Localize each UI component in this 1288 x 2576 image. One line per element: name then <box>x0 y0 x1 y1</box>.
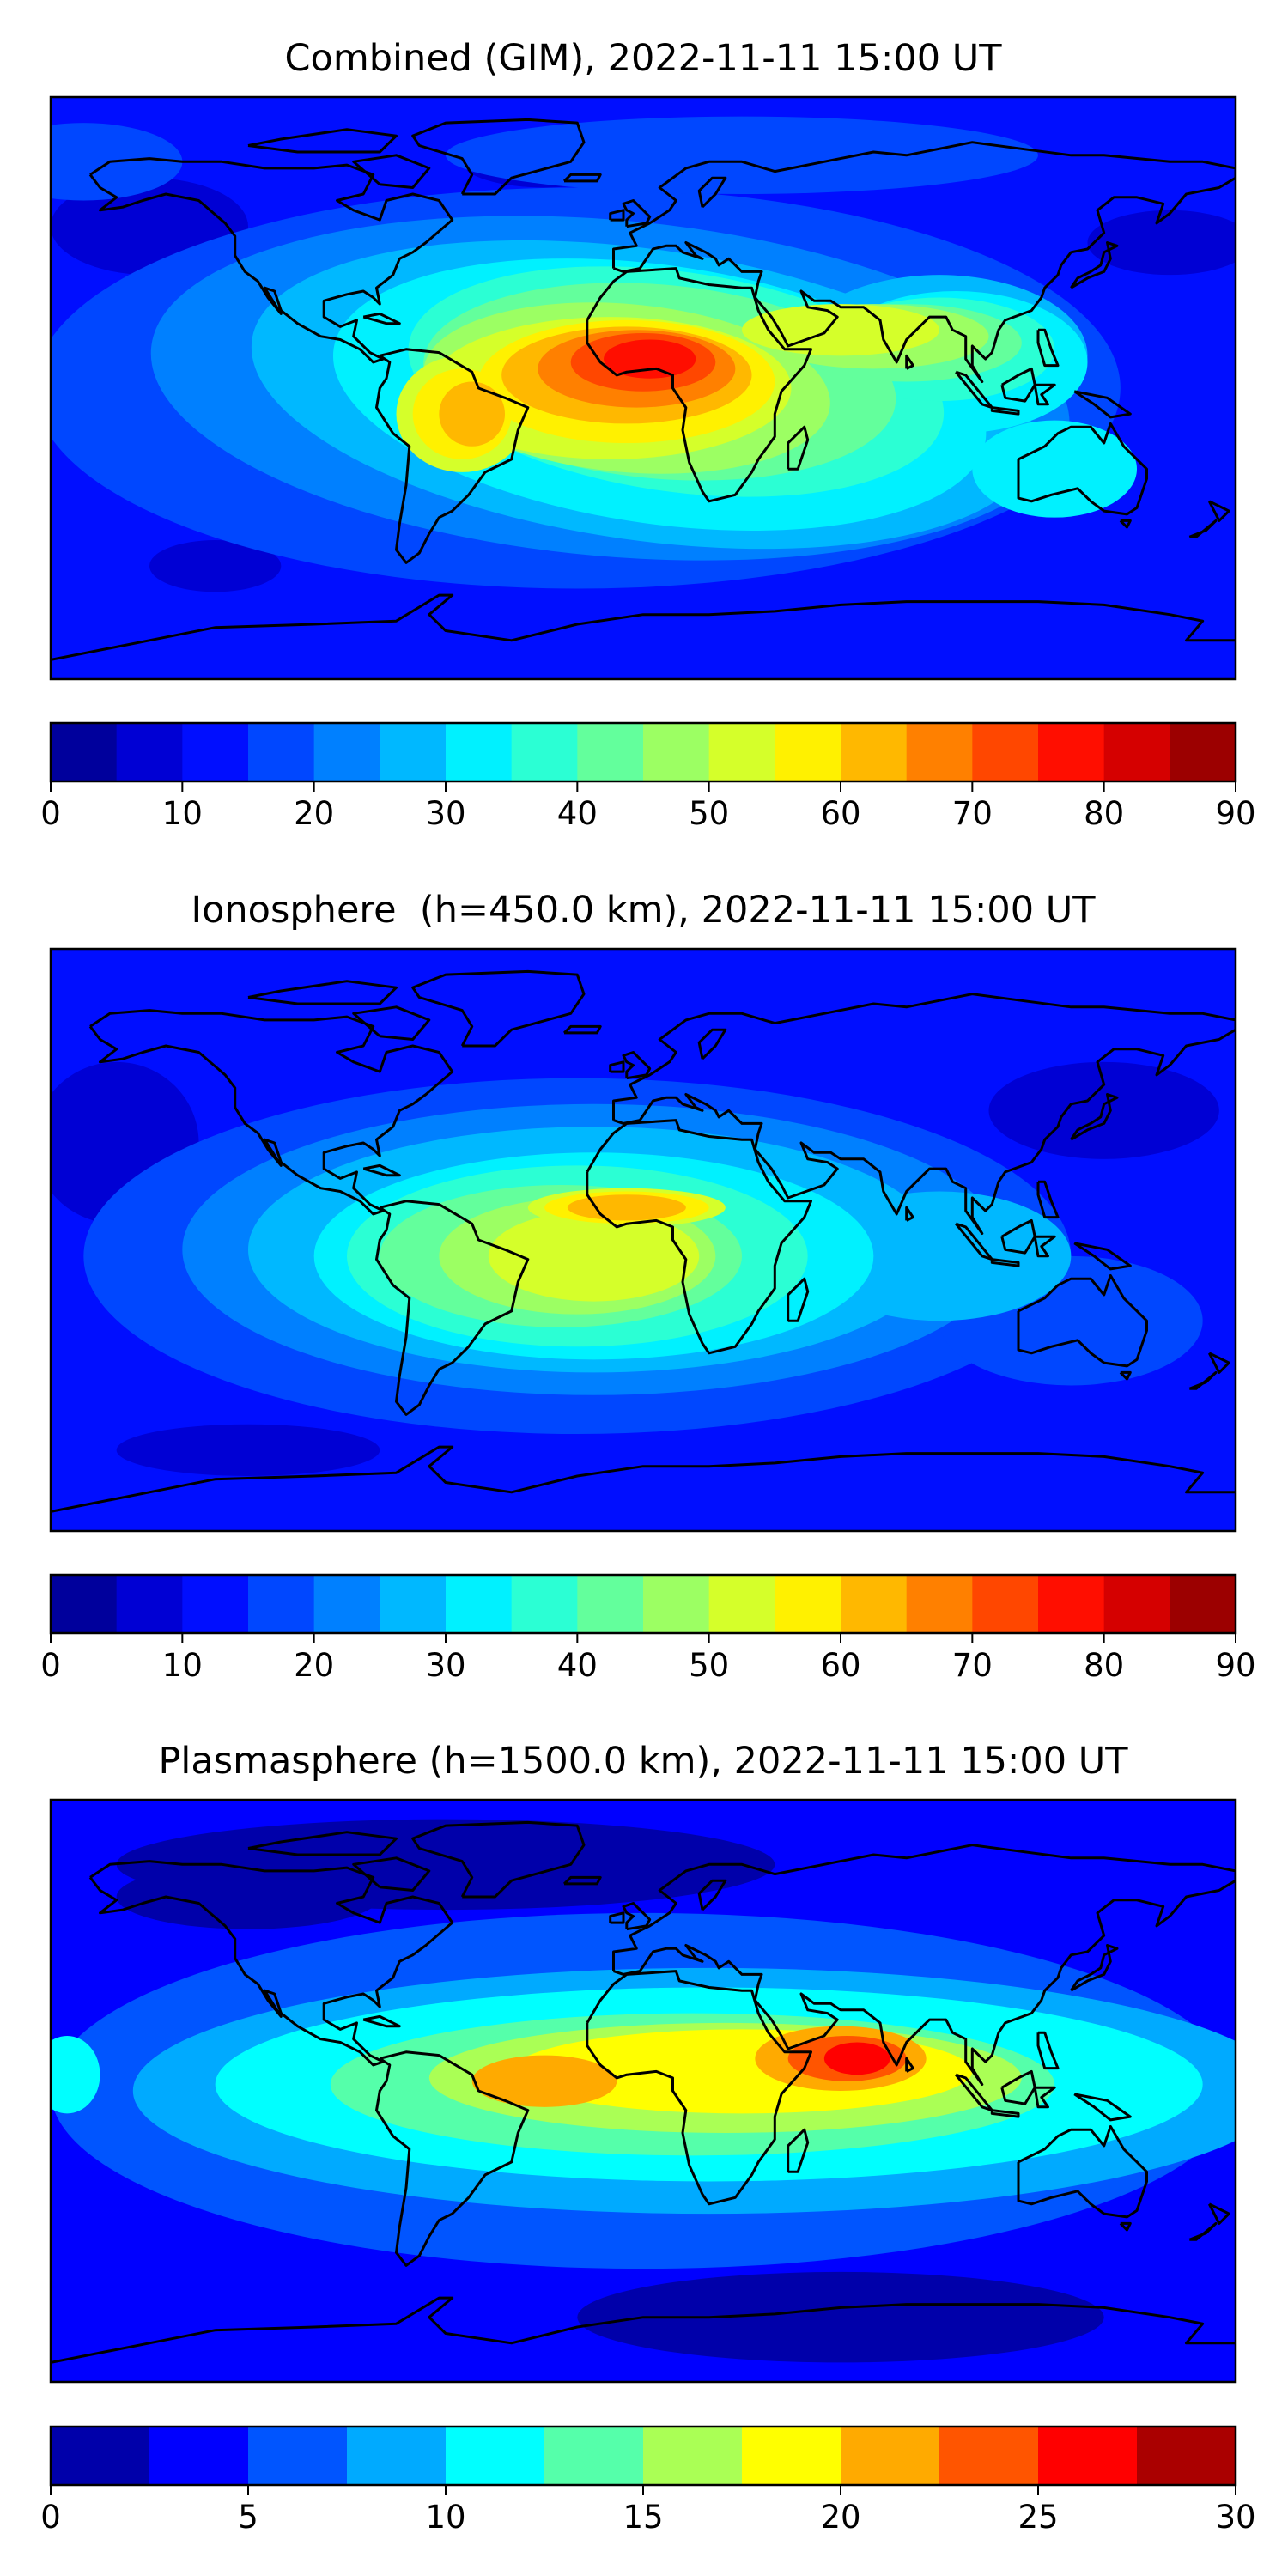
colorbar-segment <box>708 1575 775 1633</box>
colorbar-segment <box>708 723 775 781</box>
colorbar-segment <box>1038 723 1105 781</box>
colorbar-segment <box>577 1575 644 1633</box>
colorbar-segment <box>643 2427 743 2485</box>
colorbar-tick-label: 10 <box>162 1647 203 1684</box>
colorbar-segment <box>841 2427 940 2485</box>
colorbar-tick-label: 20 <box>294 1647 334 1684</box>
colorbar-tick-label: 40 <box>557 1647 598 1684</box>
colorbar-segment <box>1103 723 1170 781</box>
colorbar-segment <box>149 2427 249 2485</box>
colorbar-segment <box>511 723 578 781</box>
colorbar-tick-label: 10 <box>425 2499 465 2536</box>
colorbar-segment <box>313 1575 380 1633</box>
colorbar-tick-label: 60 <box>820 1647 860 1684</box>
colorbar-tick-label: 70 <box>952 1647 993 1684</box>
colorbar-segment <box>1170 1575 1236 1633</box>
colorbar-combined: 0 10 20 30 40 50 60 70 80 90 <box>40 721 1256 832</box>
colorbar-segment <box>248 1575 315 1633</box>
colorbar-tick-label: 25 <box>1018 2499 1058 2536</box>
colorbar-tick-label: 40 <box>557 795 598 832</box>
colorbar-tick-label: 90 <box>1215 795 1255 832</box>
colorbar-segment <box>446 723 513 781</box>
colorbar-segment <box>380 1575 447 1633</box>
colorbar-tick-label: 20 <box>294 795 334 832</box>
colorbar-segment <box>51 2427 150 2485</box>
colorbar-segment <box>116 1575 183 1633</box>
colorbar-tick-label: 50 <box>689 795 729 832</box>
colorbar-tick-label: 80 <box>1084 795 1124 832</box>
colorbar-tick-label: 0 <box>40 2499 61 2536</box>
colorbar-segment <box>841 723 908 781</box>
colorbar-segment <box>1038 1575 1105 1633</box>
colorbar-tick-label: 90 <box>1215 1647 1255 1684</box>
colorbar-tick-label: 60 <box>820 795 860 832</box>
colorbar-segment <box>51 723 118 781</box>
colorbar-tick-label: 50 <box>689 1647 729 1684</box>
colorbar-segment <box>775 723 841 781</box>
colorbar-tick-label: 20 <box>820 2499 860 2536</box>
colorbar-segment <box>544 2427 644 2485</box>
colorbar-segment <box>248 723 315 781</box>
colorbar-segment <box>511 1575 578 1633</box>
colorbar-tick-label: 30 <box>1215 2499 1255 2536</box>
colorbar-segment <box>742 2427 841 2485</box>
colorbar-plasmasphere: 0 5 10 15 20 25 30 <box>40 2425 1256 2536</box>
colorbar-segment <box>313 723 380 781</box>
colorbar-tick-label: 0 <box>40 795 61 832</box>
colorbar-tick-label: 5 <box>238 2499 258 2536</box>
colorbar-segment <box>116 723 183 781</box>
colorbar-segment <box>446 2427 545 2485</box>
colorbar-segment <box>939 2427 1039 2485</box>
colorbar-segment <box>643 723 710 781</box>
map-combined <box>51 97 1236 679</box>
colorbar-segment <box>841 1575 908 1633</box>
panel-title-ionosphere: Ionosphere (h=450.0 km), 2022-11-11 15:0… <box>191 889 1096 932</box>
colorbar-segment <box>182 723 249 781</box>
colorbar-tick-label: 10 <box>162 795 203 832</box>
colorbar-segment <box>577 723 644 781</box>
colorbar-segment <box>775 1575 841 1633</box>
colorbar-segment <box>380 723 447 781</box>
panel-title-plasmasphere: Plasmasphere (h=1500.0 km), 2022-11-11 1… <box>158 1740 1128 1783</box>
colorbar-tick-label: 30 <box>425 795 465 832</box>
colorbar-segment <box>906 1575 973 1633</box>
colorbar-segment <box>643 1575 710 1633</box>
panel-title-combined: Combined (GIM), 2022-11-11 15:00 UT <box>284 37 1002 80</box>
colorbar-tick-label: 15 <box>623 2499 663 2536</box>
colorbar-segment <box>1103 1575 1170 1633</box>
colorbar-tick-label: 0 <box>40 1647 61 1684</box>
colorbar-segment <box>906 723 973 781</box>
map-ionosphere <box>51 949 1236 1531</box>
colorbar-segment <box>1170 723 1236 781</box>
colorbar-segment <box>182 1575 249 1633</box>
colorbar-segment <box>446 1575 513 1633</box>
colorbar-segment <box>1137 2427 1236 2485</box>
colorbar-ionosphere: 0 10 20 30 40 50 60 70 80 90 <box>40 1573 1256 1684</box>
colorbar-tick-label: 70 <box>952 795 993 832</box>
map-plasmasphere <box>51 1800 1236 2382</box>
colorbar-segment <box>1038 2427 1138 2485</box>
colorbar-tick-label: 30 <box>425 1647 465 1684</box>
colorbar-segment <box>972 1575 1039 1633</box>
colorbar-tick-label: 80 <box>1084 1647 1124 1684</box>
colorbar-segment <box>347 2427 447 2485</box>
colorbar-segment <box>248 2427 348 2485</box>
colorbar-segment <box>972 723 1039 781</box>
colorbar-segment <box>51 1575 118 1633</box>
